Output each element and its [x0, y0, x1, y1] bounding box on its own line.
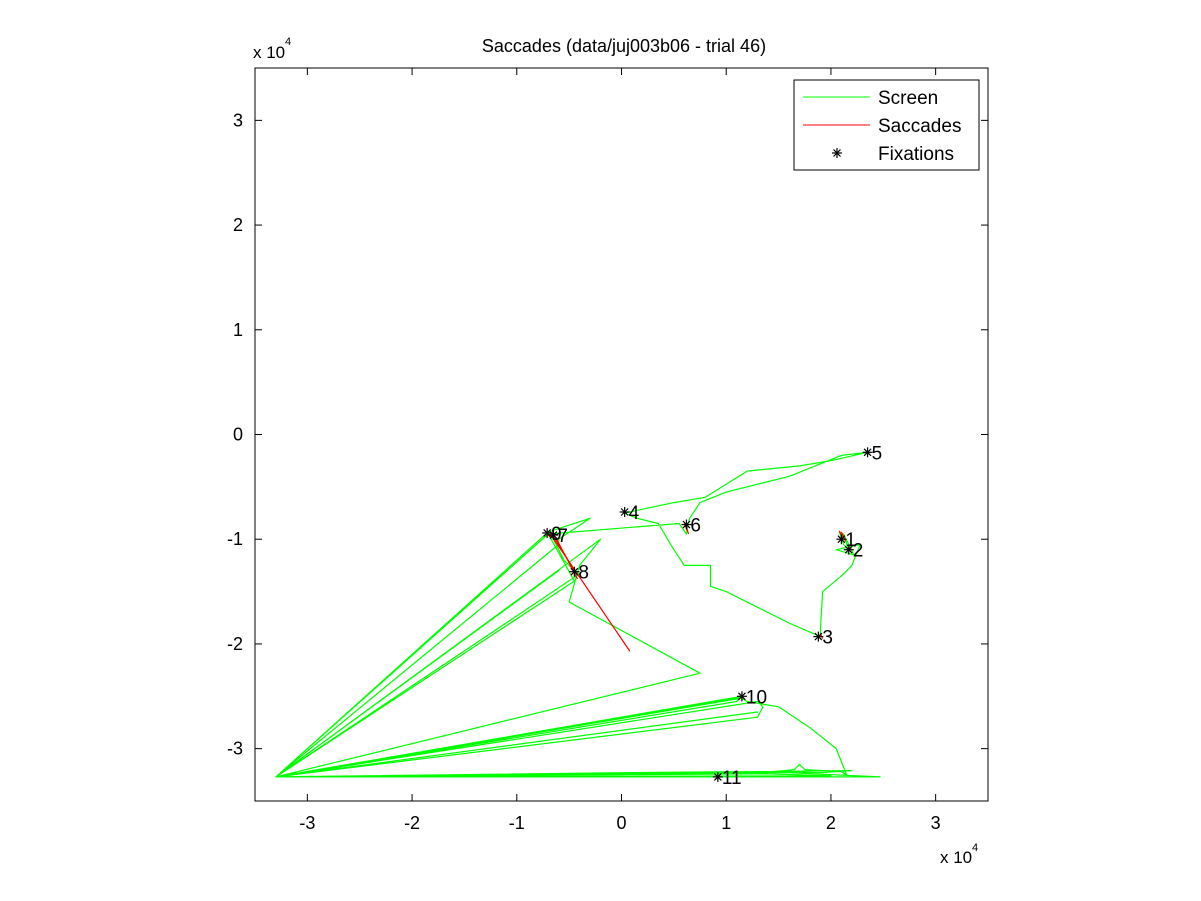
- fixation-label: 10: [746, 687, 767, 708]
- x-multiplier-exponent: 4: [972, 842, 978, 854]
- x-tick-label: 3: [931, 813, 941, 833]
- fixation-marker: [813, 631, 824, 642]
- legend: Screen Saccades Fixations: [793, 79, 980, 171]
- x-multiplier: x 10 4: [940, 842, 978, 867]
- fixation-label: 5: [872, 443, 883, 464]
- y-tick-label: 2: [233, 215, 243, 235]
- fixation-label: 2: [853, 541, 864, 562]
- legend-screen-label: Screen: [878, 88, 938, 109]
- y-tick-label: -3: [227, 739, 243, 759]
- y-multiplier-exponent: 4: [285, 36, 291, 48]
- y-tick-label: -1: [227, 529, 243, 549]
- fixation-label: 4: [629, 503, 640, 524]
- fixation-series: 12 3 4 5 6 789 10 11: [542, 443, 882, 789]
- y-tick-label: -2: [227, 634, 243, 654]
- plot-area: [255, 68, 988, 801]
- x-multiplier-base: x 10: [940, 848, 972, 867]
- fixation-label: 11: [722, 768, 742, 789]
- fixation-marker: [843, 544, 854, 555]
- fixation-label: 6: [690, 516, 701, 537]
- fixation-label: 3: [822, 628, 833, 649]
- fixation-label: 1: [845, 530, 856, 551]
- fixation-marker: [836, 534, 847, 545]
- fixation-label: 8: [578, 563, 589, 584]
- x-tick-label: 2: [826, 813, 836, 833]
- fixation-label: 9: [551, 524, 562, 545]
- fixation-marker: [736, 691, 747, 702]
- y-tick-label: 1: [233, 320, 243, 340]
- x-tick-label: -2: [404, 813, 420, 833]
- legend-fixation-marker: [832, 148, 842, 158]
- fixation-marker: [569, 566, 580, 577]
- legend-fixations-swatch: [832, 148, 842, 158]
- fixation-marker: [712, 771, 723, 782]
- fixation-marker: [542, 527, 553, 538]
- y-tick-label: 0: [233, 425, 243, 445]
- plot-frame: [254, 67, 989, 802]
- fixation-label: 7: [557, 526, 568, 547]
- y-tick-label: 3: [233, 110, 243, 130]
- legend-saccades-label: Saccades: [878, 116, 961, 137]
- screen-series: [275, 451, 881, 778]
- fixation-marker: [681, 519, 692, 530]
- x-tick-label: 1: [721, 813, 731, 833]
- chart-title: Saccades (data/juj003b06 - trial 46): [482, 36, 766, 56]
- x-tick-label: 0: [616, 813, 626, 833]
- y-multiplier-base: x 10: [253, 43, 285, 62]
- x-tick-label: -1: [509, 813, 525, 833]
- fixation-marker: [619, 506, 630, 517]
- y-multiplier: x 10 4: [253, 36, 291, 62]
- screen-trace-line: [275, 451, 881, 778]
- x-tick-label: -3: [299, 813, 315, 833]
- fixation-marker: [862, 447, 873, 458]
- legend-fixations-label: Fixations: [878, 144, 954, 165]
